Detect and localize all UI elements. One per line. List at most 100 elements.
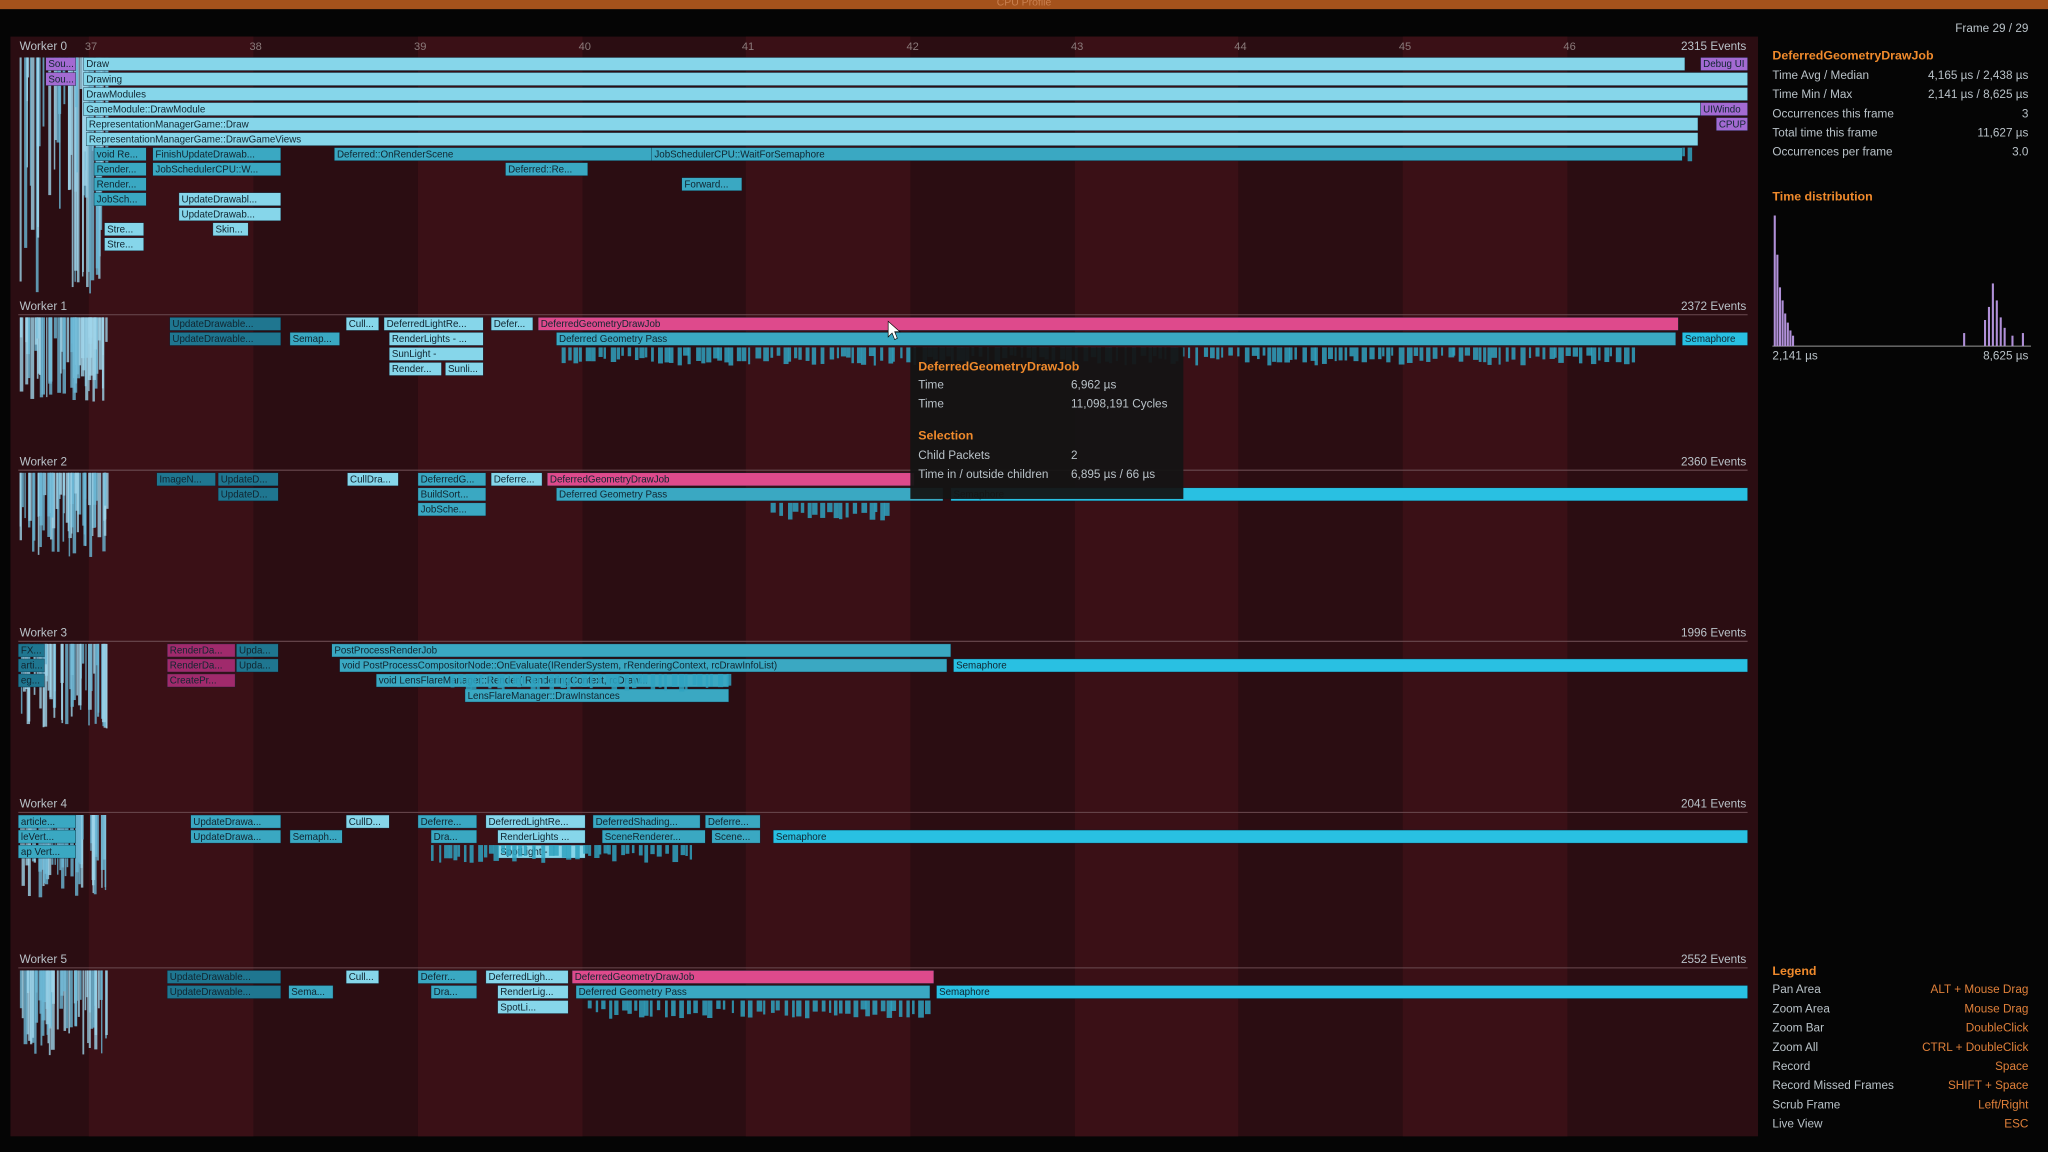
packet-bar[interactable]	[289, 332, 340, 346]
packet-bar[interactable]	[83, 72, 1748, 86]
packet-bar[interactable]	[104, 222, 144, 236]
packet-bar[interactable]	[190, 829, 282, 844]
packet-stripe	[68, 970, 71, 1034]
packet-bar[interactable]	[417, 472, 487, 487]
packet-bar[interactable]	[556, 332, 1676, 346]
packet-bar[interactable]	[83, 102, 1701, 116]
packet-bar[interactable]	[166, 985, 282, 999]
packet-bar[interactable]	[18, 673, 45, 688]
packet-bar[interactable]	[953, 658, 1748, 673]
packet-bar[interactable]	[490, 472, 543, 487]
packet-bar[interactable]	[45, 72, 76, 86]
packet-bar[interactable]	[166, 970, 282, 984]
packet-bar[interactable]	[430, 985, 477, 999]
packet-bar[interactable]	[497, 1000, 569, 1014]
packet-bar[interactable]	[166, 673, 236, 688]
packet-label: UpdateDrawable...	[172, 319, 253, 330]
packet-bar[interactable]	[289, 829, 343, 844]
packet-bar[interactable]	[345, 317, 379, 331]
packet-bar[interactable]	[169, 332, 282, 346]
child-stripe	[1361, 347, 1367, 363]
packet-stripe	[67, 472, 70, 532]
packet-bar[interactable]	[347, 472, 399, 487]
packet-bar[interactable]	[45, 57, 76, 71]
packet-bar[interactable]	[417, 502, 487, 517]
packet-bar[interactable]	[18, 844, 76, 859]
packet-bar[interactable]	[178, 192, 282, 206]
packet-bar[interactable]	[156, 472, 216, 487]
packet-bar[interactable]	[18, 643, 45, 658]
packet-bar[interactable]	[166, 658, 236, 673]
packet-bar[interactable]	[236, 643, 279, 658]
packet-bar[interactable]	[936, 985, 1748, 999]
packet-bar[interactable]	[339, 658, 948, 673]
packet-bar[interactable]	[83, 57, 1686, 71]
packet-bar[interactable]	[190, 814, 282, 829]
packet-bar[interactable]	[417, 970, 477, 984]
packet-bar[interactable]	[288, 985, 334, 999]
packet-bar[interactable]	[93, 177, 147, 191]
packet-bar[interactable]	[1700, 57, 1748, 71]
packet-bar[interactable]	[152, 147, 282, 161]
packet-bar[interactable]	[93, 147, 147, 161]
packet-bar[interactable]	[571, 970, 935, 984]
packet-bar[interactable]	[417, 487, 487, 502]
packet-bar[interactable]	[592, 814, 701, 829]
packet-bar[interactable]	[389, 362, 442, 376]
packet-bar[interactable]	[537, 317, 1679, 331]
packet-bar[interactable]	[169, 317, 282, 331]
packet-label: Deferre...	[494, 475, 535, 486]
packet-bar[interactable]	[490, 317, 534, 331]
packet-stripe	[26, 970, 29, 1035]
packet-bar[interactable]	[505, 162, 588, 176]
packet-bar[interactable]	[389, 347, 484, 361]
legend-title: Legend	[1772, 964, 1816, 978]
packet-bar[interactable]	[93, 162, 147, 176]
packet-bar[interactable]	[773, 829, 1748, 844]
packet-bar[interactable]	[217, 487, 279, 502]
packet-bar[interactable]	[166, 643, 236, 658]
packet-bar[interactable]	[497, 829, 586, 844]
packet-bar[interactable]	[464, 688, 730, 703]
packet-bar[interactable]	[430, 829, 477, 844]
packet-stripe	[43, 643, 48, 727]
packet-bar[interactable]	[18, 814, 76, 829]
packet-bar[interactable]	[417, 814, 477, 829]
child-stripe	[680, 845, 686, 856]
packet-bar[interactable]	[104, 237, 144, 251]
packet-bar[interactable]	[601, 829, 706, 844]
packet-bar[interactable]	[485, 814, 586, 829]
packet-bar[interactable]	[18, 829, 76, 844]
packet-bar[interactable]	[331, 643, 952, 658]
packet-bar[interactable]	[212, 222, 249, 236]
packet-bar[interactable]	[1716, 117, 1748, 131]
packet-bar[interactable]	[1700, 102, 1748, 116]
packet-stripe	[62, 472, 65, 542]
child-stripe	[787, 347, 792, 362]
packet-bar[interactable]	[711, 829, 761, 844]
packet-bar[interactable]	[152, 162, 282, 176]
packet-bar[interactable]	[345, 970, 379, 984]
child-stripe	[1452, 347, 1456, 356]
child-stripe	[530, 673, 536, 691]
packet-bar[interactable]	[497, 985, 569, 999]
packet-bar[interactable]	[681, 177, 743, 191]
packet-bar[interactable]	[389, 332, 484, 346]
stat-value: 3	[2022, 107, 2029, 120]
packet-bar[interactable]	[236, 658, 279, 673]
packet-bar[interactable]	[345, 814, 390, 829]
packet-bar[interactable]	[83, 87, 1748, 101]
packet-bar[interactable]	[18, 658, 45, 673]
packet-bar[interactable]	[1682, 332, 1748, 346]
packet-bar[interactable]	[485, 970, 569, 984]
packet-bar[interactable]	[178, 207, 282, 221]
packet-bar[interactable]	[383, 317, 484, 331]
packet-bar[interactable]	[705, 814, 761, 829]
packet-bar[interactable]	[86, 132, 1699, 146]
packet-bar[interactable]	[217, 472, 279, 487]
packet-bar[interactable]	[575, 985, 931, 999]
packet-stripe	[74, 472, 78, 494]
packet-bar[interactable]	[86, 117, 1699, 131]
packet-bar[interactable]	[93, 192, 147, 206]
packet-bar[interactable]	[445, 362, 484, 376]
